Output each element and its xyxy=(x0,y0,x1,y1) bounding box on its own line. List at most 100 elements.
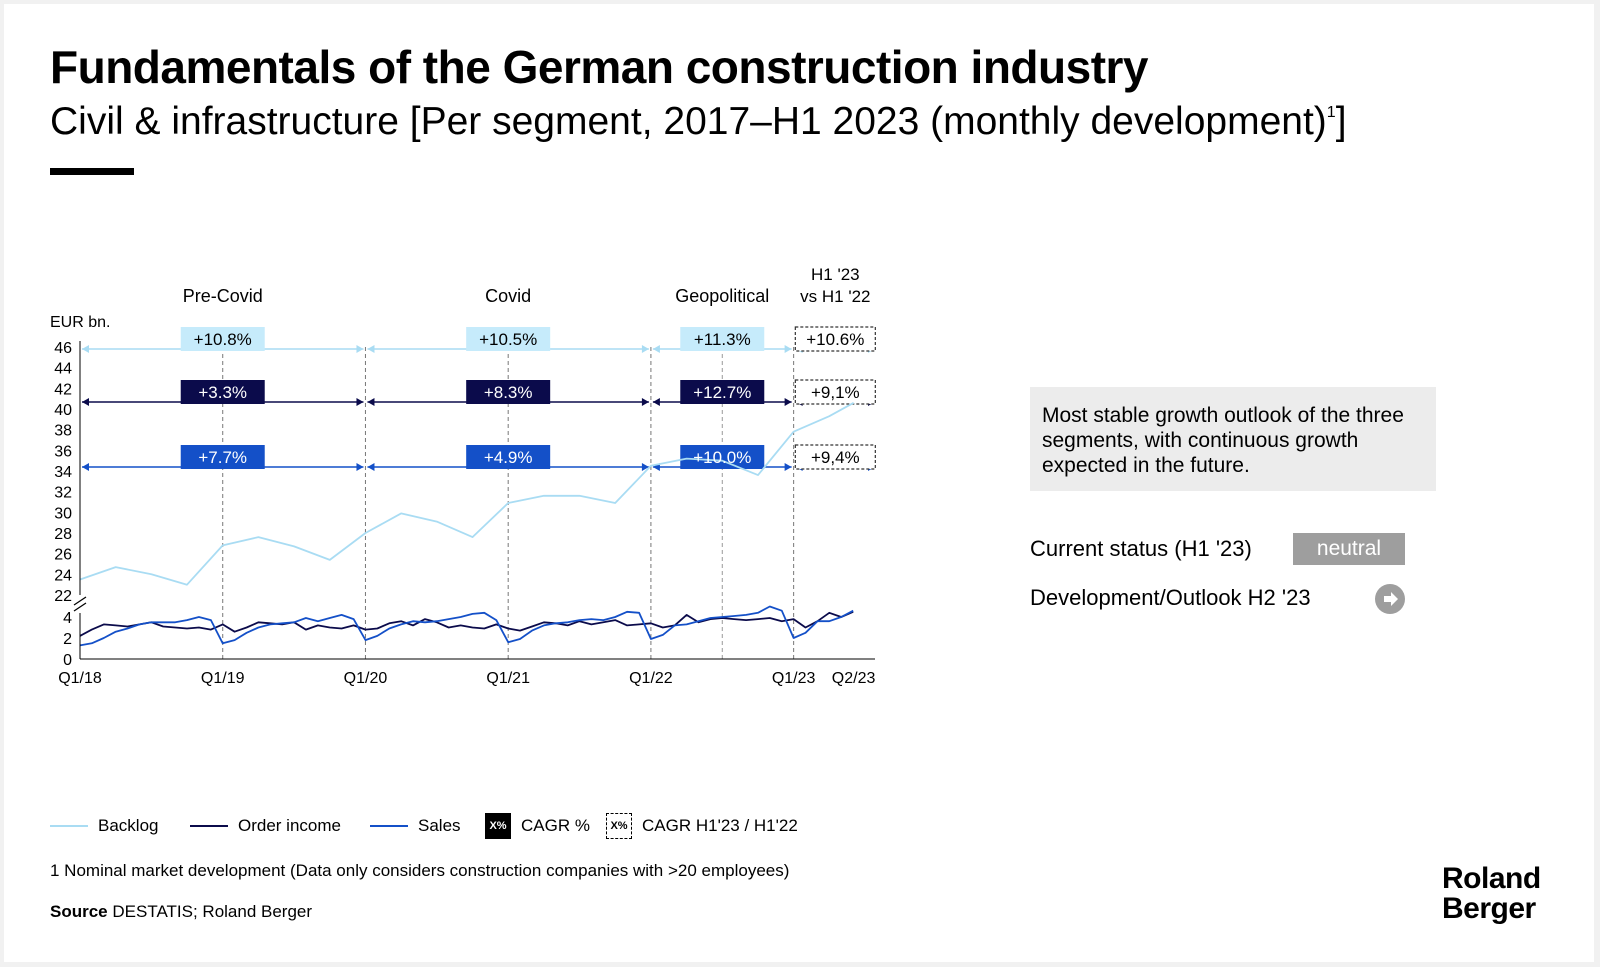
subtitle-text: Civil & infrastructure [Per segment, 201… xyxy=(50,100,1327,143)
cagr-value: +10.5% xyxy=(479,330,537,349)
subtitle-footnote-marker: 1 xyxy=(1326,104,1336,121)
cagr-box-backlog xyxy=(466,327,551,351)
y-tick-label: 34 xyxy=(54,464,72,481)
cagr-value: +3.3% xyxy=(198,383,247,402)
cagr-box-sales xyxy=(794,444,876,470)
cagr-value: +9,1% xyxy=(811,383,860,402)
cagr-value: +10.6% xyxy=(806,330,864,349)
period-label: Geopolitical xyxy=(675,286,769,306)
title-underline xyxy=(50,168,134,175)
subtitle-bracket: ] xyxy=(1335,100,1347,143)
x-tick-label: Q1/21 xyxy=(486,670,530,687)
legend-sales: Sales xyxy=(370,812,461,840)
series-line-backlog xyxy=(79,402,855,586)
bracket-arrowhead xyxy=(652,398,660,406)
logo-line-1: Roland xyxy=(1442,862,1541,895)
cagr-box-sales xyxy=(180,445,265,469)
cagr-value: +4.9% xyxy=(484,448,533,467)
legend-label: Order income xyxy=(238,816,341,835)
bracket-arrowhead xyxy=(784,398,792,406)
bracket-arrowhead xyxy=(641,398,649,406)
current-status-label: Current status (H1 '23) xyxy=(1030,536,1252,561)
cagr-box-sales xyxy=(680,445,765,469)
series-line-order-income xyxy=(79,610,854,637)
bracket-arrowhead xyxy=(356,463,364,471)
y-tick-label: 22 xyxy=(54,588,72,605)
y-tick-label: 36 xyxy=(54,443,72,460)
cagr-box-order-income xyxy=(680,380,765,404)
period-label: H1 '23 xyxy=(811,265,860,284)
cagr-box-backlog xyxy=(794,326,876,352)
bracket-arrowhead xyxy=(641,345,649,353)
cagr-box-backlog xyxy=(180,327,265,351)
y-tick-label: 46 xyxy=(54,340,72,357)
bracket-arrowhead xyxy=(784,463,792,471)
chart-labels: Pre-Covid +10.8% +3.3% +7.7% Covid +10.5% +8.3… xyxy=(183,265,871,467)
legend-label: CAGR H1'23 / H1'22 xyxy=(642,816,798,835)
cagr-value: +10.0% xyxy=(693,448,751,467)
arrow-right-glyph xyxy=(1384,592,1398,606)
cagr-value: +8.3% xyxy=(484,383,533,402)
status-badge: neutral xyxy=(1293,533,1405,565)
x-tick-label: Q1/20 xyxy=(344,670,388,687)
axis-break-mark xyxy=(73,602,87,612)
roland-berger-logo: Roland Berger xyxy=(1442,864,1541,924)
bracket-arrowhead xyxy=(82,463,89,471)
legend-swatch-backlog xyxy=(50,825,88,827)
bracket-arrowhead xyxy=(82,345,89,353)
cagr-box-order-income xyxy=(794,379,876,405)
page-title: Fundamentals of the German construction … xyxy=(50,41,1149,93)
legend-swatch-cagr: X% xyxy=(485,813,511,839)
x-tick-label: Q1/18 xyxy=(58,670,102,687)
callout-box: Most stable growth outlook of the three … xyxy=(1030,387,1436,491)
y-tick-label: 44 xyxy=(54,361,72,378)
legend-label: Backlog xyxy=(98,816,159,835)
cagr-box-order-income xyxy=(466,380,551,404)
source-line: Source DESTATIS; Roland Berger xyxy=(50,902,312,922)
axis-break-mark xyxy=(73,596,87,606)
cagr-value: +11.3% xyxy=(694,330,751,349)
x-tick-label: Q1/22 xyxy=(629,670,673,687)
series-line-sales xyxy=(79,605,854,647)
footnote: 1 Nominal market development (Data only … xyxy=(50,861,790,880)
source-text: DESTATIS; Roland Berger xyxy=(112,902,313,921)
legend-swatch-order-income xyxy=(190,825,228,827)
cagr-value: +9,4% xyxy=(811,448,860,467)
outlook-label: Development/Outlook H2 '23 xyxy=(1030,585,1311,610)
x-tick-label: Q2/23 xyxy=(832,670,876,687)
logo-line-2: Berger xyxy=(1442,892,1536,925)
cagr-brackets xyxy=(82,326,876,471)
y-tick-label: 38 xyxy=(54,423,72,440)
period-label: Covid xyxy=(485,286,531,306)
page-subtitle: Civil & infrastructure [Per segment, 201… xyxy=(50,100,1347,144)
arrow-right-circle-icon xyxy=(1375,584,1405,614)
cagr-value: +12.7% xyxy=(693,383,751,402)
y-tick-label: 26 xyxy=(54,547,72,564)
period-label: vs H1 '22 xyxy=(800,287,870,306)
y-tick-label: 28 xyxy=(54,526,72,543)
bracket-arrowhead xyxy=(784,345,792,353)
bracket-arrowhead xyxy=(82,398,89,406)
cagr-value: +10.8% xyxy=(194,330,252,349)
y-tick-label: 0 xyxy=(63,652,72,669)
bracket-arrowhead xyxy=(356,345,364,353)
x-tick-label: Q1/19 xyxy=(201,670,245,687)
y-tick-label: 32 xyxy=(54,485,72,502)
y-axis-label: EUR bn. xyxy=(50,314,110,331)
y-tick-label: 4 xyxy=(63,610,72,627)
bracket-arrowhead xyxy=(641,463,649,471)
legend-swatch-cagr-h1: X% xyxy=(606,813,632,839)
legend-label: CAGR % xyxy=(521,816,590,835)
cagr-value: +7.7% xyxy=(198,448,247,467)
y-tick-label: 2 xyxy=(63,631,72,648)
y-tick-label: 24 xyxy=(54,567,72,584)
bracket-arrowhead xyxy=(367,345,375,353)
legend-swatch-sales xyxy=(370,825,408,827)
legend-backlog: Backlog xyxy=(50,812,158,840)
bracket-arrowhead xyxy=(356,398,364,406)
source-label: Source xyxy=(50,902,108,921)
y-tick-label: 42 xyxy=(54,381,72,398)
x-tick-label: Q1/23 xyxy=(772,670,816,687)
